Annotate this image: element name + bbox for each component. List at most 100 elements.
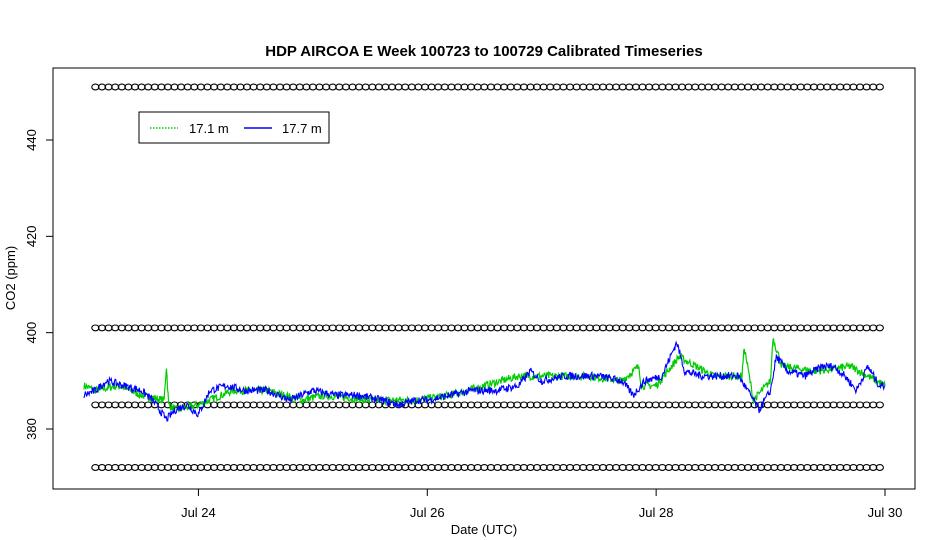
calibration-point bbox=[513, 324, 522, 332]
calibration-point bbox=[605, 464, 614, 471]
calibration-point bbox=[849, 83, 858, 91]
calibration-point bbox=[611, 324, 621, 332]
calibration-point bbox=[111, 464, 120, 471]
calibration-point bbox=[598, 324, 608, 332]
calibration-point bbox=[275, 83, 285, 91]
calibration-point bbox=[124, 464, 133, 471]
y-tick-label: 440 bbox=[24, 129, 39, 151]
calibration-point bbox=[677, 464, 687, 471]
calibration-point bbox=[664, 464, 674, 471]
calibration-point bbox=[130, 464, 140, 471]
calibration-point bbox=[783, 464, 792, 471]
calibration-point bbox=[249, 324, 258, 332]
calibration-point bbox=[618, 464, 627, 471]
calibration-point bbox=[710, 464, 720, 471]
calibration-point bbox=[750, 83, 759, 91]
calibration-point bbox=[493, 83, 502, 91]
calibration-point bbox=[242, 401, 252, 409]
calibration-point bbox=[124, 324, 133, 332]
x-tick-label: Jul 24 bbox=[181, 505, 216, 520]
calibration-point bbox=[401, 324, 410, 332]
calibration-point bbox=[486, 83, 496, 91]
calibration-point bbox=[499, 83, 509, 91]
calibration-point bbox=[796, 324, 805, 332]
calibration-point bbox=[216, 464, 225, 471]
calibration-point bbox=[480, 464, 489, 471]
calibration-point bbox=[710, 83, 720, 91]
calibration-point bbox=[137, 464, 146, 471]
calibration-point bbox=[796, 464, 805, 471]
calibration-point bbox=[579, 83, 588, 91]
calibration-point bbox=[618, 401, 627, 409]
legend-label-17-1m: 17.1 m bbox=[189, 121, 229, 136]
calibration-point bbox=[144, 83, 153, 91]
calibration-point bbox=[565, 324, 575, 332]
calibration-point bbox=[289, 324, 298, 332]
calibration-point bbox=[684, 324, 693, 332]
calibration-point bbox=[130, 324, 140, 332]
calibration-point bbox=[486, 401, 496, 409]
calibration-point bbox=[677, 401, 687, 409]
calibration-point bbox=[480, 401, 489, 409]
calibration-point bbox=[552, 401, 561, 409]
calibration-point bbox=[203, 324, 212, 332]
calibration-point bbox=[605, 324, 614, 332]
calibration-point bbox=[743, 324, 753, 332]
calibration-point bbox=[302, 464, 311, 471]
calibration-point bbox=[651, 83, 660, 91]
calibration-point bbox=[750, 324, 759, 332]
calibration-point bbox=[559, 324, 568, 332]
calibration-point bbox=[209, 83, 219, 91]
calibration-point bbox=[644, 83, 654, 91]
calibration-point bbox=[842, 401, 851, 409]
calibration-point bbox=[513, 464, 522, 471]
calibration-point bbox=[631, 401, 641, 409]
calibration-point bbox=[565, 464, 575, 471]
calibration-point bbox=[651, 401, 660, 409]
calibration-point bbox=[236, 464, 245, 471]
calibration-point bbox=[354, 324, 364, 332]
calibration-point bbox=[183, 464, 192, 471]
calibration-point bbox=[651, 324, 660, 332]
calibration-point bbox=[91, 324, 100, 332]
calibration-point bbox=[776, 324, 786, 332]
calibration-point bbox=[394, 464, 403, 471]
calibration-point bbox=[730, 83, 739, 91]
calibration-point bbox=[190, 83, 199, 91]
calibration-point bbox=[875, 464, 884, 471]
calibration-point bbox=[611, 83, 621, 91]
calibration-point bbox=[783, 83, 792, 91]
calibration-point bbox=[493, 324, 502, 332]
calibration-point bbox=[697, 324, 706, 332]
calibration-point bbox=[579, 324, 588, 332]
calibration-point bbox=[460, 401, 469, 409]
calibration-point bbox=[809, 83, 819, 91]
calibration-point bbox=[486, 464, 496, 471]
calibration-point bbox=[447, 401, 456, 409]
chart-title: HDP AIRCOA E Week 100723 to 100729 Calib… bbox=[265, 43, 702, 60]
calibration-point bbox=[328, 83, 337, 91]
calibration-point bbox=[770, 324, 779, 332]
calibration-point bbox=[163, 83, 173, 91]
calibration-point bbox=[209, 324, 219, 332]
calibration-point bbox=[631, 83, 641, 91]
calibration-point bbox=[585, 401, 594, 409]
calibration-point bbox=[836, 324, 845, 332]
calibration-point bbox=[763, 83, 772, 91]
calibration-point bbox=[849, 401, 858, 409]
calibration-point bbox=[242, 83, 252, 91]
calibration-point bbox=[460, 83, 469, 91]
calibration-point bbox=[427, 83, 436, 91]
calibration-point bbox=[783, 324, 792, 332]
calibration-point bbox=[223, 401, 232, 409]
calibration-point bbox=[724, 83, 733, 91]
calibration-point bbox=[170, 464, 179, 471]
calibration-point bbox=[91, 401, 100, 409]
calibration-point bbox=[348, 324, 357, 332]
calibration-point bbox=[117, 401, 126, 409]
calibration-point bbox=[849, 464, 858, 471]
calibration-point bbox=[341, 401, 351, 409]
calibration-point bbox=[242, 324, 252, 332]
calibration-point bbox=[315, 324, 324, 332]
